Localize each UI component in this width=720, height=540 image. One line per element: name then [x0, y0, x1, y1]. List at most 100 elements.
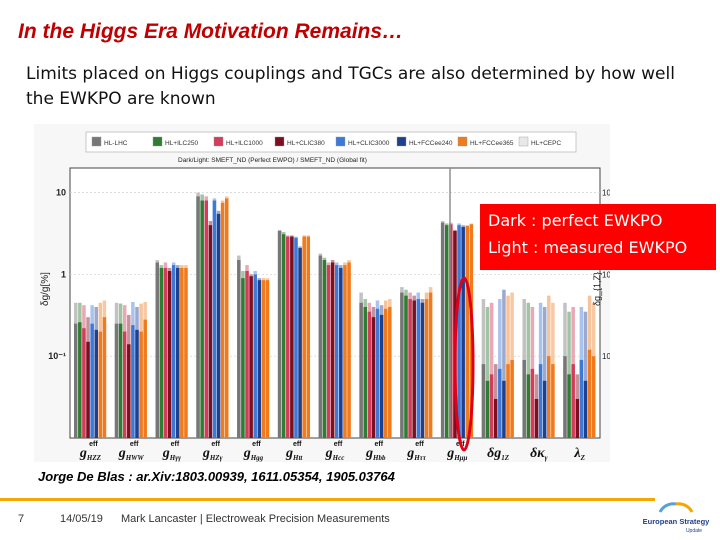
bar-perfect	[502, 380, 506, 438]
bar-perfect	[563, 356, 567, 438]
bar-perfect	[159, 267, 164, 438]
legend-swatch	[518, 136, 529, 147]
bar-perfect	[302, 236, 306, 438]
bar-perfect	[131, 325, 135, 438]
bar-perfect	[265, 280, 270, 438]
legend-label: HL+CEPC	[531, 140, 561, 147]
legend-label: HL+FCCee240	[409, 140, 453, 147]
bar-perfect	[526, 374, 531, 438]
bar-perfect	[220, 202, 225, 438]
bar-perfect	[428, 292, 433, 438]
x-tick-label: gHbb	[365, 446, 386, 462]
bar-perfect	[367, 311, 372, 438]
bar-perfect	[359, 302, 363, 438]
x-tick-superscript: eff	[252, 441, 261, 448]
bar-perfect	[208, 225, 213, 438]
bar-perfect	[253, 274, 257, 438]
x-tick-superscript: eff	[415, 441, 424, 448]
bar-measured	[498, 299, 502, 438]
bar-perfect	[122, 331, 127, 438]
bar-perfect	[78, 322, 82, 438]
bar-perfect	[257, 280, 262, 438]
bar-perfect	[294, 237, 298, 438]
footer-date: 14/05/19	[60, 513, 103, 525]
bar-perfect	[237, 260, 241, 438]
bars-group	[74, 192, 596, 438]
logo-arc-orange	[675, 502, 694, 513]
annotation-box: Dark : perfect EWKPO Light : measured EW…	[480, 204, 716, 270]
legend-swatch	[213, 136, 224, 147]
bar-perfect	[196, 196, 200, 438]
bar-perfect	[347, 262, 351, 438]
bar-perfect	[379, 314, 384, 438]
european-strategy-logo: European Strategy Update	[643, 502, 711, 534]
legend-frame	[85, 131, 577, 153]
legend-label: HL+FCCee365	[470, 140, 514, 147]
bar-perfect	[424, 299, 429, 438]
bar-perfect	[420, 302, 425, 438]
bar-perfect	[371, 317, 376, 438]
x-tick-superscript: eff	[89, 441, 98, 448]
bar-perfect	[498, 368, 502, 438]
bar-perfect	[551, 364, 555, 438]
bar-perfect	[90, 323, 94, 438]
bar-perfect	[216, 213, 221, 438]
annotation-dark: Dark : perfect EWKPO	[488, 211, 663, 230]
bar-perfect	[465, 226, 469, 438]
bar-perfect	[180, 267, 184, 438]
bar-perfect	[542, 380, 547, 438]
bar-perfect	[143, 319, 147, 438]
y-axis: 10 1 10⁻¹	[48, 188, 66, 362]
legend-swatch	[335, 136, 346, 147]
bar-perfect	[538, 364, 543, 438]
bar-perfect	[388, 306, 392, 438]
bar-perfect	[98, 331, 103, 438]
x-axis: gHZZeffgHWWeffgHγγeffgHZγeffgHggeffgHtte…	[79, 441, 586, 462]
bar-perfect	[155, 262, 160, 438]
bar-perfect	[326, 265, 331, 438]
bar-perfect	[400, 292, 404, 438]
slide-subtitle: Limits placed on Higgs couplings and TGC…	[26, 64, 675, 109]
annotation-light: Light : measured EWKPO	[488, 238, 688, 257]
x-tick-label: gHtt	[285, 446, 303, 462]
logo-text: European Strategy	[643, 517, 711, 526]
bar-perfect	[86, 341, 90, 438]
bar-perfect	[330, 262, 335, 438]
bar-perfect	[184, 267, 188, 438]
bar-perfect	[245, 271, 249, 438]
bar-perfect	[224, 198, 229, 438]
legend-swatch	[274, 136, 285, 147]
bar-perfect	[127, 344, 131, 438]
y-tick-label: 1	[61, 269, 66, 279]
bar-perfect	[408, 299, 412, 438]
citation: Jorge De Blas : ar.Xiv:1803.00939, 1611.…	[38, 469, 395, 484]
x-tick-superscript: eff	[130, 441, 139, 448]
bar-perfect	[416, 299, 421, 438]
bar-perfect	[139, 331, 143, 438]
legend-label: HL+ILC1000	[226, 140, 263, 147]
bar-measured	[542, 306, 547, 438]
page-number: 7	[18, 513, 25, 525]
logo-arc-blue	[658, 502, 677, 513]
bar-perfect	[363, 306, 367, 438]
legend-swatch	[152, 136, 163, 147]
bar-perfect	[277, 230, 282, 438]
bar-perfect	[591, 356, 596, 438]
bar-measured	[502, 289, 506, 438]
x-tick-superscript: eff	[171, 441, 180, 448]
x-tick-superscript: eff	[374, 441, 383, 448]
bar-perfect	[290, 236, 294, 438]
x-tick-label: gHμμ	[446, 446, 467, 462]
bar-perfect	[286, 236, 290, 438]
logo-subtext: Update	[686, 528, 702, 534]
x-tick-label: gHgg	[243, 446, 264, 462]
bar-perfect	[114, 323, 119, 438]
y-axis-label-left: δg/g[%]	[40, 272, 51, 306]
bar-perfect	[204, 200, 208, 438]
bar-perfect	[383, 308, 388, 438]
bar-perfect	[579, 359, 584, 438]
legend-swatch	[396, 136, 407, 147]
x-tick-label: gHττ	[406, 446, 427, 462]
x-tick-superscript: eff	[293, 441, 302, 448]
legend-swatch	[91, 136, 102, 147]
